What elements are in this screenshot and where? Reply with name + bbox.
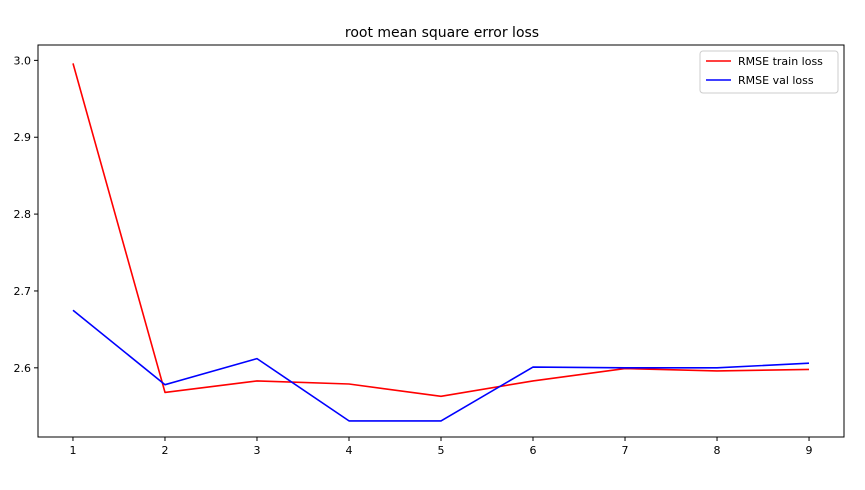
x-tick-label: 6 <box>530 444 537 457</box>
chart-title: root mean square error loss <box>345 25 539 41</box>
y-tick-label: 2.8 <box>14 208 32 221</box>
y-tick-label: 3.0 <box>14 54 32 67</box>
series-layer <box>72 63 810 422</box>
y-tick-label: 2.9 <box>14 131 32 144</box>
legend: RMSE train loss RMSE val loss <box>699 50 839 94</box>
y-axis: 2.6 2.7 2.8 2.9 3.0 <box>14 54 38 375</box>
x-tick-label: 5 <box>438 444 445 457</box>
x-tick-label: 7 <box>622 444 629 457</box>
x-tick-label: 3 <box>253 444 260 457</box>
legend-box <box>699 50 839 94</box>
x-tick-label: 9 <box>806 444 813 457</box>
x-tick-label: 2 <box>161 444 168 457</box>
plot-area <box>37 44 845 438</box>
x-axis: 1 2 3 4 5 6 7 8 9 <box>69 437 813 457</box>
series-line-val <box>72 309 810 422</box>
x-tick-label: 4 <box>345 444 352 457</box>
x-tick-label: 8 <box>714 444 721 457</box>
y-tick-label: 2.7 <box>14 285 32 298</box>
x-tick-label: 1 <box>69 444 76 457</box>
legend-label-val: RMSE val loss <box>738 74 814 87</box>
legend-label-train: RMSE train loss <box>738 55 823 68</box>
y-tick-label: 2.6 <box>14 362 32 375</box>
series-line-train <box>72 63 810 398</box>
